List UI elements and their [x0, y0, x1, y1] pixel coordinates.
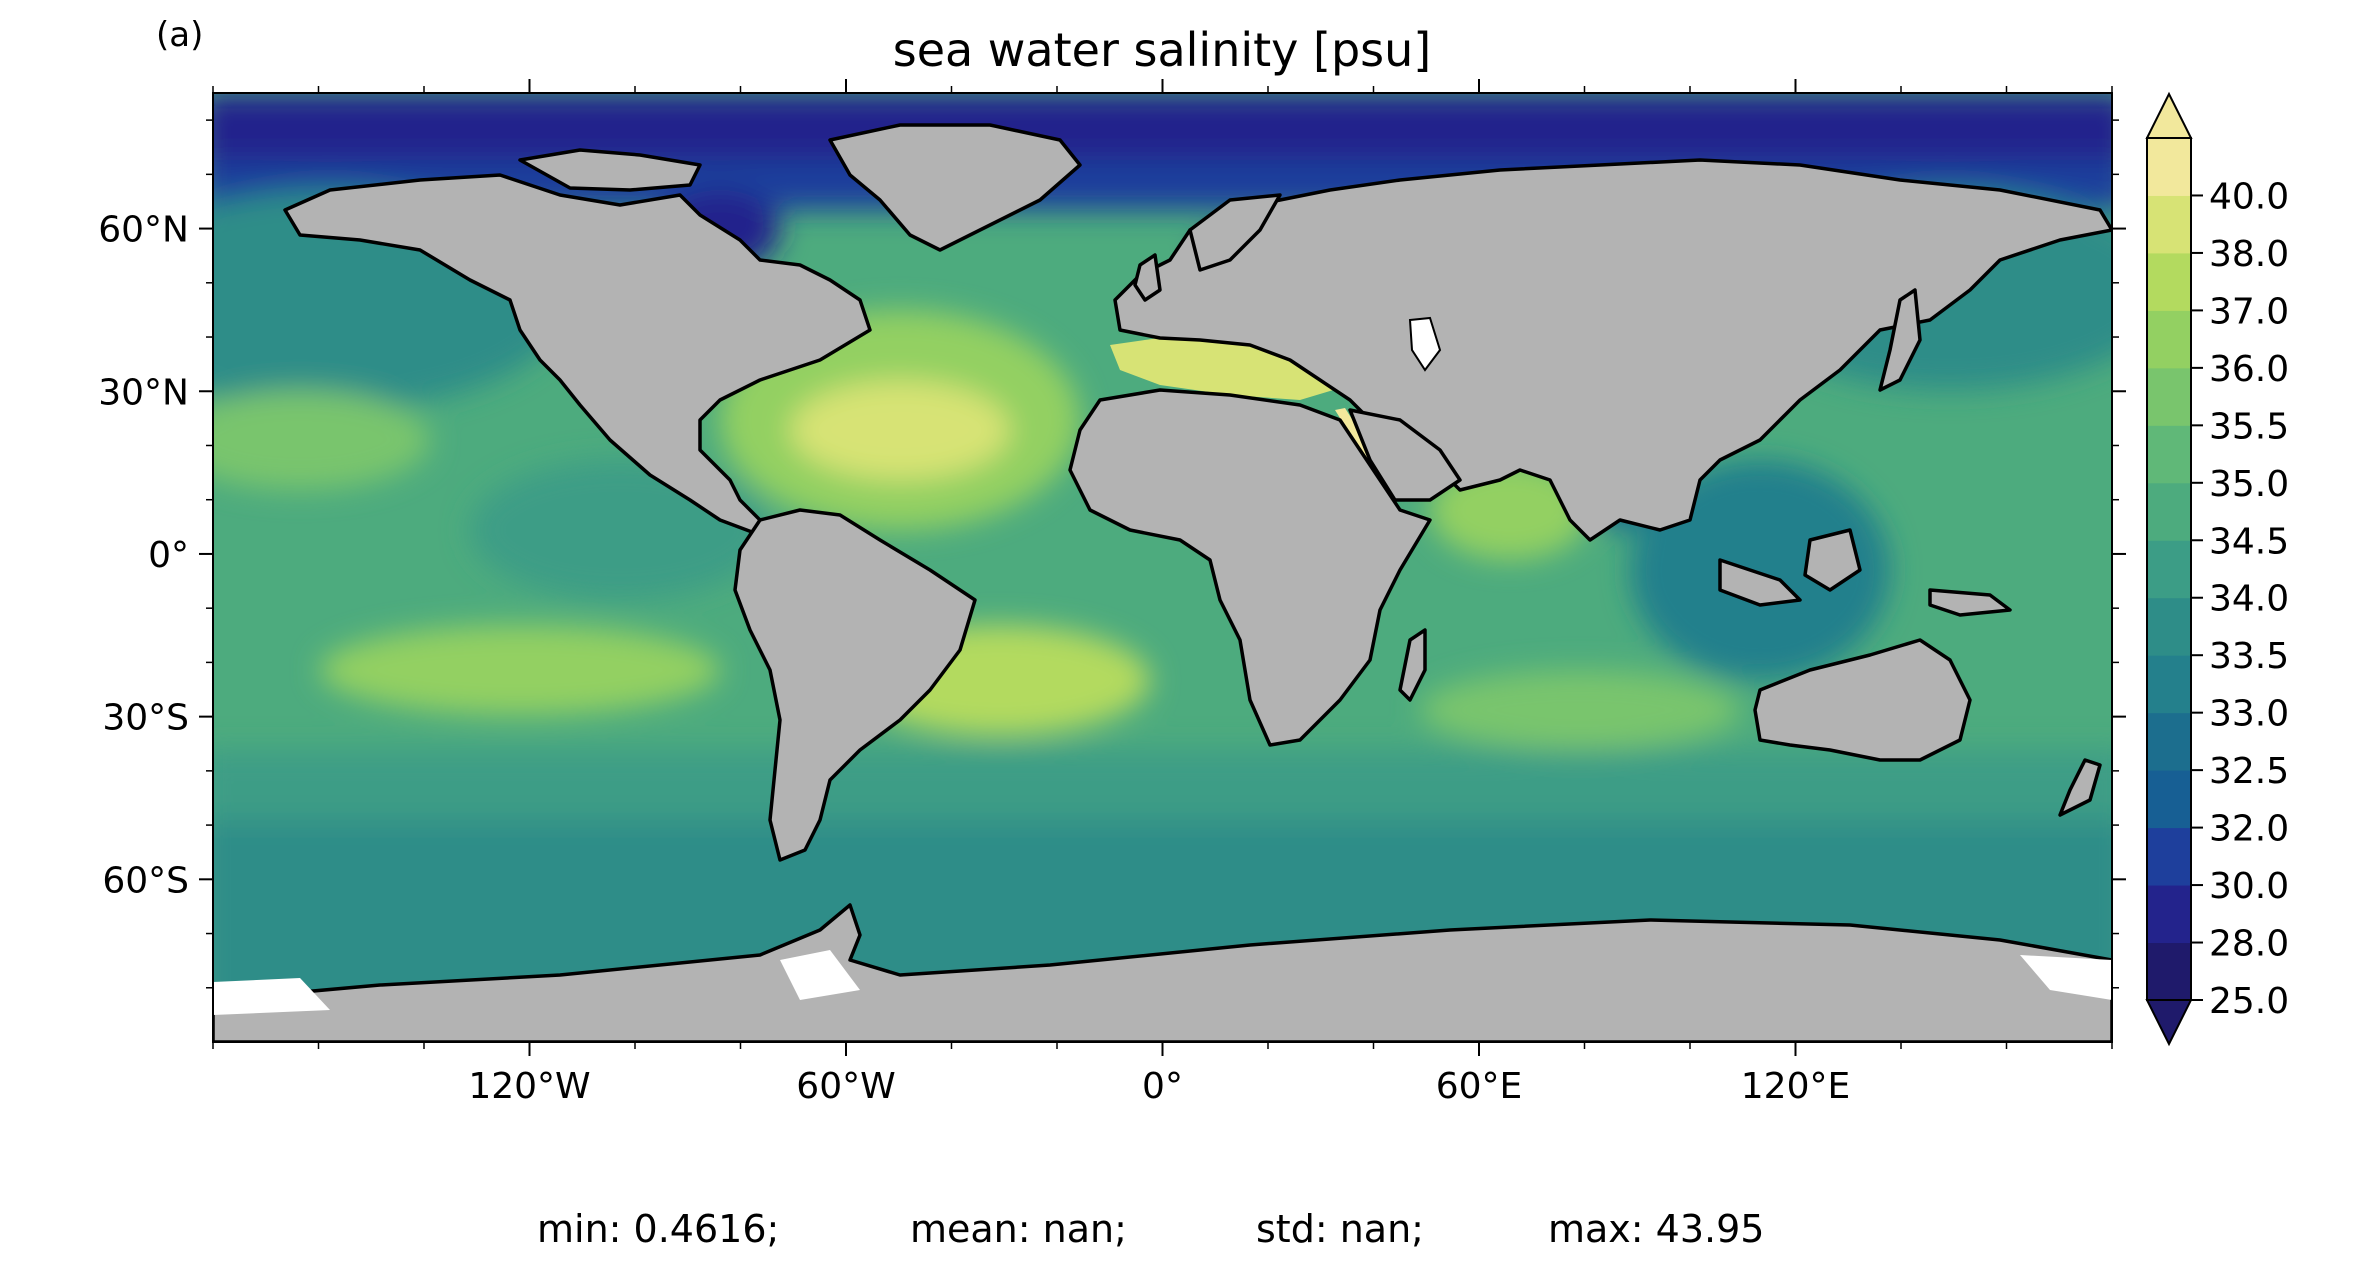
madagascar: [1398, 628, 1427, 702]
colorbar-label: 40.0: [2209, 176, 2289, 217]
colorbar-label: 25.0: [2209, 981, 2289, 1022]
greenland: [828, 123, 1082, 252]
colorbar-segment: [2147, 195, 2191, 254]
lat-tick-label: 30°S: [102, 698, 189, 739]
colorbar-segment: [2147, 367, 2191, 426]
weddell-ice-shelf: [780, 950, 860, 1000]
arabia: [1348, 408, 1462, 502]
colorbar-label: 33.0: [2209, 694, 2289, 735]
colorbar-segment: [2147, 310, 2191, 369]
colorbar-segment: [2147, 425, 2191, 484]
lon-tick-label: 120°E: [1741, 1066, 1850, 1107]
ross-ice-shelf: [213, 978, 330, 1015]
lat-tick-label: 60°S: [102, 860, 189, 901]
british-isles: [1133, 253, 1162, 302]
colorbar-label: 32.5: [2209, 751, 2289, 792]
colorbar-segment: [2147, 827, 2191, 886]
colorbar-segment: [2147, 712, 2191, 771]
colorbar-label: 28.0: [2209, 924, 2289, 965]
lat-tick-label: 0°: [148, 535, 189, 576]
indonesia: [1718, 558, 1802, 607]
stat-min: min: 0.4616;: [537, 1207, 779, 1251]
colorbar-label: 34.5: [2209, 521, 2289, 562]
lon-tick-label: 0°: [1142, 1066, 1183, 1107]
stat-mean: mean: nan;: [910, 1207, 1127, 1251]
new-guinea: [1928, 588, 2012, 617]
latitude-axis: 60°N 30°N 0° 30°S 60°S: [98, 119, 2126, 989]
longitude-axis: 120°W 60°W 0° 60°E 120°E: [212, 79, 2113, 1107]
colorbar-label: 35.0: [2209, 464, 2289, 505]
colorbar-label: 33.5: [2209, 636, 2289, 677]
caspian-sea: [1408, 316, 1442, 372]
eastern-ice-shelf: [2020, 955, 2112, 1000]
colorbar-label: 30.0: [2209, 866, 2289, 907]
stat-std: std: nan;: [1256, 1207, 1424, 1251]
land-masses: [213, 123, 2112, 1042]
scandinavia: [1188, 193, 1282, 272]
colorbar-segment: [2147, 942, 2191, 1001]
africa: [1068, 388, 1432, 747]
mediterranean-sea: [1110, 335, 1350, 400]
colorbar-extend-max: [2145, 91, 2193, 139]
south-america: [733, 508, 977, 862]
south-pacific-salty: [320, 625, 720, 715]
arctic-band: [213, 93, 2112, 163]
new-zealand: [2058, 758, 2102, 817]
south-indian-salty: [1420, 670, 1740, 750]
colorbar-segment: [2147, 540, 2191, 599]
antarctica: [213, 903, 2112, 1042]
map-title: sea water salinity [psu]: [893, 23, 1432, 77]
north-atlantic-core: [790, 380, 1010, 480]
stats-line: min: 0.4616; mean: nan; std: nan; max: 4…: [537, 1207, 1764, 1251]
lon-tick-label: 120°W: [468, 1066, 590, 1107]
stat-max: max: 43.95: [1548, 1207, 1764, 1251]
colorbar-label: 35.5: [2209, 406, 2289, 447]
australia: [1753, 638, 1972, 762]
colorbar-segment: [2147, 252, 2191, 311]
colorbar-segment: [2147, 885, 2191, 944]
colorbar-segment: [2147, 138, 2191, 196]
north-america: [283, 173, 872, 537]
lon-tick-label: 60°W: [796, 1066, 895, 1107]
colorbar-label: 37.0: [2209, 291, 2289, 332]
japan: [1878, 288, 1922, 392]
colorbar: 25.0 28.0 30.0 32.0 32.5 33.0 33.5 34.0 34.5 35.0…: [2145, 91, 2289, 1047]
colorbar-label: 36.0: [2209, 349, 2289, 390]
colorbar-extend-min: [2145, 999, 2193, 1047]
lon-tick-label: 60°E: [1436, 1066, 1523, 1107]
borneo: [1803, 528, 1862, 592]
north-pacific-salty: [213, 390, 430, 490]
colorbar-segment: [2147, 597, 2191, 656]
colorbar-label: 32.0: [2209, 809, 2289, 850]
southern-ocean-mid: [213, 750, 2112, 820]
colorbar-label: 34.0: [2209, 579, 2289, 620]
panel-label: (a): [156, 15, 203, 55]
arctic-archipelago: [518, 148, 702, 192]
salinity-map: [213, 93, 2112, 1042]
colorbar-segment: [2147, 655, 2191, 714]
colorbar-segment: [2147, 770, 2191, 829]
colorbar-frame: [2146, 137, 2192, 1001]
colorbar-label: 38.0: [2209, 234, 2289, 275]
colorbar-segment: [2147, 482, 2191, 541]
lat-tick-label: 30°N: [98, 372, 189, 413]
lat-tick-label: 60°N: [98, 210, 189, 251]
indo-pacific-fresh: [1630, 460, 1890, 680]
